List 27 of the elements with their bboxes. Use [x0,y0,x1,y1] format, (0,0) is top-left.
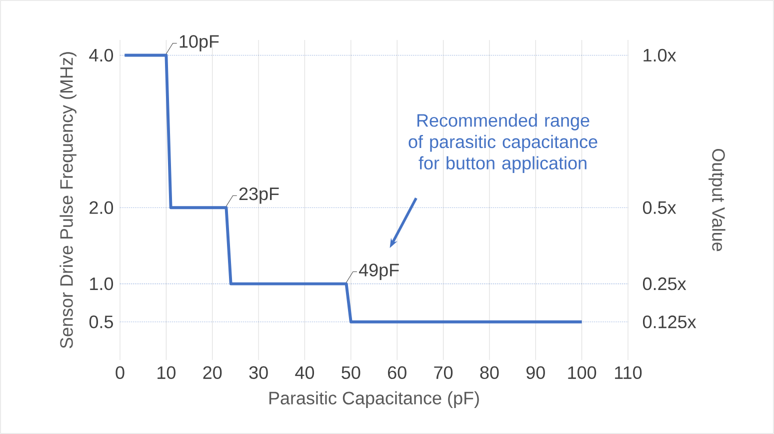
x-tick-label: 0 [116,366,124,379]
x-tick-label: 30 [249,366,268,379]
y2-tick-label: 0.125x [642,316,696,328]
x-tick-label: 20 [203,366,222,379]
y2-axis-title: Output Value [708,148,726,252]
y-tick-label: 0.5 [89,316,113,328]
y-tick-label: 1.0 [90,277,114,290]
x-tick-label: 10 [158,366,176,379]
x-tick-label: 40 [295,366,314,379]
x-axis-title: Parasitic Capacitance (pF) [269,391,479,408]
y-tick-label: 4.0 [89,48,114,62]
y2-tick-label: 0.25x [642,277,686,290]
x-tick-label: 80 [480,366,499,379]
annotation: 23pF [239,187,279,204]
y2-tick-label: 1.0x [644,48,676,62]
x-tick-label: 70 [434,366,453,379]
annotation: Recommended range of parasitic capacitance for button application [408,114,598,174]
x-tick-label: 90 [526,366,545,379]
x-tick-label: 60 [388,366,406,379]
x-tick-label: 50 [342,366,360,379]
y-tick-label: 2.0 [90,201,114,214]
annotation: 49pF [358,264,399,280]
y2-tick-label: 0.5x [642,201,676,214]
y-axis-title: Sensor Drive Pulse Frequency (MHz) [60,52,76,348]
x-tick-label: 110 [615,366,642,379]
annotation: 10pF [180,35,219,52]
x-tick-label: 100 [568,366,596,379]
